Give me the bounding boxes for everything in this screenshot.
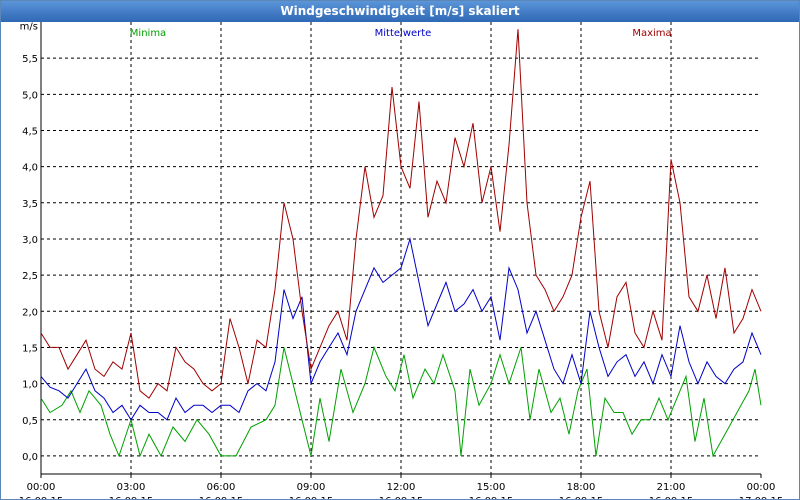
series-line-mittelwerte — [40, 237, 762, 421]
x-tick-time: 03:00 — [117, 482, 146, 493]
legend-maxima: Maxima — [632, 28, 671, 39]
y-tick-label: 3,0 — [22, 235, 38, 246]
x-tick-time: 21:00 — [657, 482, 686, 493]
y-tick-label: 5,0 — [22, 90, 38, 101]
x-tick-date: 17.09.15 — [739, 496, 784, 499]
x-tick-time: 06:00 — [207, 482, 236, 493]
x-tick-date: 16.09.15 — [109, 496, 154, 499]
legend-mittelwerte: Mittelwerte — [375, 28, 432, 39]
series-line-minima — [40, 345, 762, 458]
x-tick-date: 16.09.15 — [559, 496, 604, 499]
y-tick-label: 4,0 — [22, 163, 38, 174]
y-tick-label: 1,5 — [22, 343, 38, 354]
x-tick-time: 12:00 — [387, 482, 416, 493]
y-tick-label: 2,5 — [22, 271, 38, 282]
y-tick-label: 5,5 — [22, 54, 38, 65]
y-axis-label: m/s — [20, 22, 38, 33]
y-tick-label: 4,5 — [22, 126, 38, 137]
legend-minima: Minima — [130, 28, 166, 39]
x-tick-date: 16.09.15 — [379, 496, 424, 499]
x-tick-time: 09:00 — [297, 482, 326, 493]
x-tick-time: 00:00 — [747, 482, 776, 493]
x-tick-date: 16.09.15 — [19, 496, 64, 499]
x-tick-time: 00:00 — [27, 482, 56, 493]
y-tick-label: 1,0 — [22, 380, 38, 391]
x-tick-date: 16.09.15 — [199, 496, 244, 499]
y-tick-label: 0,5 — [22, 416, 38, 427]
x-tick-date: 16.09.15 — [649, 496, 694, 499]
x-tick-date: 16.09.15 — [469, 496, 514, 499]
x-tick-time: 15:00 — [477, 482, 506, 493]
chart-canvas: 0,0 0,5 1,0 1,5 2,0 2,5 3,0 3,5 4,0 4,5 5,0 5,5 m/s 0… — [19, 22, 784, 499]
series-line-maxima — [40, 29, 762, 399]
y-tick-label: 3,5 — [22, 199, 38, 210]
x-tick-date: 16.09.15 — [289, 496, 334, 499]
y-tick-label: 2,0 — [22, 307, 38, 318]
window-title: Windgeschwindigkeit [m/s] skaliert — [1, 1, 799, 22]
x-tick-time: 18:00 — [567, 482, 596, 493]
y-tick-label: 0,0 — [22, 452, 38, 463]
